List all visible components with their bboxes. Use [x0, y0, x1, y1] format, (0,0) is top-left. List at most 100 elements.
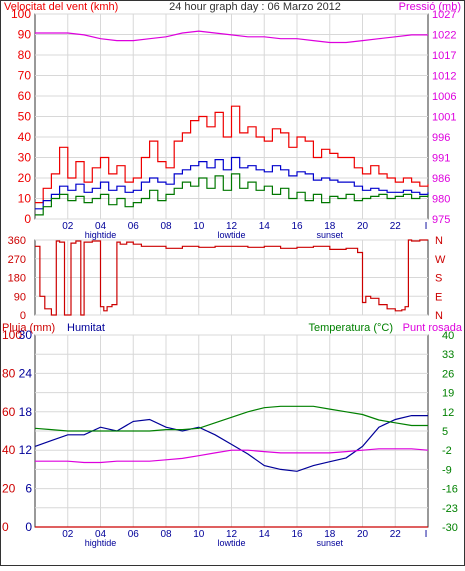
pressure-tick-label: 1027	[432, 9, 456, 21]
rain-tick-label: 100	[2, 328, 22, 342]
wind-speed-tick-label: 20	[18, 171, 32, 185]
rain-header: Pluja (mm)	[2, 322, 55, 334]
temperature-tick-label: -9	[442, 464, 452, 476]
compass-label: N	[435, 310, 443, 322]
wind-speed-tick-label: 10	[18, 192, 32, 206]
series-layer	[34, 30, 429, 528]
tide-sun-marker-label: sunset	[316, 538, 343, 548]
pressure-tick-label: 980	[432, 194, 450, 206]
humidity-header: Humitat	[67, 322, 105, 334]
wind-speed-tick-label: 100	[11, 7, 31, 21]
hour-tick-label: 12	[226, 529, 238, 540]
wind-speed-tick-label: 0	[24, 212, 31, 226]
hour-tick-label: 06	[128, 529, 140, 540]
wind-speed-tick-label: 40	[18, 130, 32, 144]
rain-tick-label: 60	[2, 405, 16, 419]
pressure-tick-label: 1001	[432, 112, 456, 124]
hour-tick-label: 22	[390, 529, 402, 540]
humidity-tick-label: 6	[25, 482, 32, 496]
compass-label: W	[435, 254, 446, 266]
series-average-line	[35, 156, 429, 210]
temperature-header: Temperatura (°C)	[309, 322, 393, 334]
rain-tick-label: 0	[2, 520, 9, 534]
hour-tick-label: 16	[291, 529, 303, 540]
hour-tick-label: 04	[95, 221, 107, 232]
temperature-tick-label: -30	[442, 522, 458, 534]
tide-sun-marker-label: lowtide	[217, 538, 245, 548]
temperature-tick-label: 40	[442, 330, 454, 342]
humidity-tick-label: 0	[25, 520, 32, 534]
compass-label: S	[435, 273, 442, 285]
series-temperature-line	[34, 405, 428, 432]
direction-tick-label: 360	[8, 235, 26, 247]
hour-tick-label: 10	[193, 529, 205, 540]
temperature-tick-label: 26	[442, 368, 454, 380]
temperature-tick-label: 12	[442, 407, 454, 419]
hour-tick-label: 12	[226, 221, 238, 232]
series-pressure-line	[35, 30, 428, 44]
pressure-tick-label: 1022	[432, 30, 456, 42]
hour-tick-label: 20	[357, 221, 369, 232]
rain-tick-label: 20	[2, 482, 16, 496]
wind-speed-header: Velocitat del vent (kmh)	[4, 1, 118, 13]
hour-tick-label: I	[425, 529, 428, 540]
humidity-tick-label: 30	[19, 328, 33, 342]
series-gust-line	[35, 105, 429, 204]
pressure-tick-label: 1012	[432, 71, 456, 83]
pressure-header: Pressió (mb)	[399, 1, 461, 13]
hour-tick-label: 10	[193, 221, 205, 232]
hour-tick-label: 08	[160, 221, 172, 232]
temperature-tick-label: 33	[442, 349, 454, 361]
tide-sun-marker-label: sunset	[316, 230, 343, 240]
temperature-tick-label: -16	[442, 484, 458, 496]
pressure-tick-label: 975	[432, 214, 450, 226]
direction-tick-label: 270	[8, 254, 26, 266]
hour-tick-label: 04	[95, 529, 107, 540]
series-direction-line	[35, 239, 428, 316]
pressure-tick-label: 996	[432, 132, 450, 144]
tide-sun-marker-label: lowtide	[217, 230, 245, 240]
hour-tick-label: 18	[324, 221, 336, 232]
direction-tick-label: 0	[20, 310, 26, 322]
tide-sun-marker-label: hightide	[85, 230, 117, 240]
rain-tick-label: 40	[2, 443, 16, 457]
hour-tick-label: I	[425, 221, 428, 232]
wind-speed-tick-label: 30	[18, 151, 32, 165]
series-dewpoint-line	[35, 448, 429, 464]
dewpoint-header: Punt rosada	[403, 322, 463, 334]
hour-tick-label: 18	[324, 529, 336, 540]
temperature-tick-label: 5	[442, 426, 448, 438]
pressure-tick-label: 1017	[432, 50, 456, 62]
humidity-tick-label: 12	[19, 443, 33, 457]
hour-tick-label: 02	[62, 221, 74, 232]
wind-speed-tick-label: 80	[18, 48, 32, 62]
axis-layer: 1009080706050403020100102710221017101210…	[2, 7, 458, 548]
hour-tick-label: 22	[390, 221, 402, 232]
pressure-tick-label: 1006	[432, 91, 456, 103]
hour-tick-label: 16	[291, 221, 303, 232]
pressure-tick-label: 991	[432, 153, 450, 165]
pressure-tick-label: 986	[432, 173, 450, 185]
humidity-tick-label: 24	[19, 366, 33, 380]
compass-label: N	[435, 235, 443, 247]
rain-tick-label: 80	[2, 366, 16, 380]
temperature-tick-label: -23	[442, 503, 458, 515]
tide-sun-marker-label: hightide	[85, 538, 117, 548]
chart-title: 24 hour graph day : 06 Marzo 2012	[169, 1, 341, 13]
wind-speed-tick-label: 60	[18, 89, 32, 103]
wind-speed-tick-label: 70	[18, 69, 32, 83]
wind-speed-tick-label: 50	[18, 110, 32, 124]
hour-tick-label: 20	[357, 529, 369, 540]
wind-speed-tick-label: 90	[18, 28, 32, 42]
humidity-tick-label: 18	[19, 405, 33, 419]
hour-tick-label: 14	[259, 221, 271, 232]
series-humidity-line	[34, 415, 428, 472]
compass-label: E	[435, 291, 442, 303]
hour-tick-label: 06	[128, 221, 140, 232]
series-low-line	[35, 173, 429, 216]
temperature-tick-label: -2	[442, 445, 452, 457]
direction-tick-label: 180	[8, 273, 26, 285]
